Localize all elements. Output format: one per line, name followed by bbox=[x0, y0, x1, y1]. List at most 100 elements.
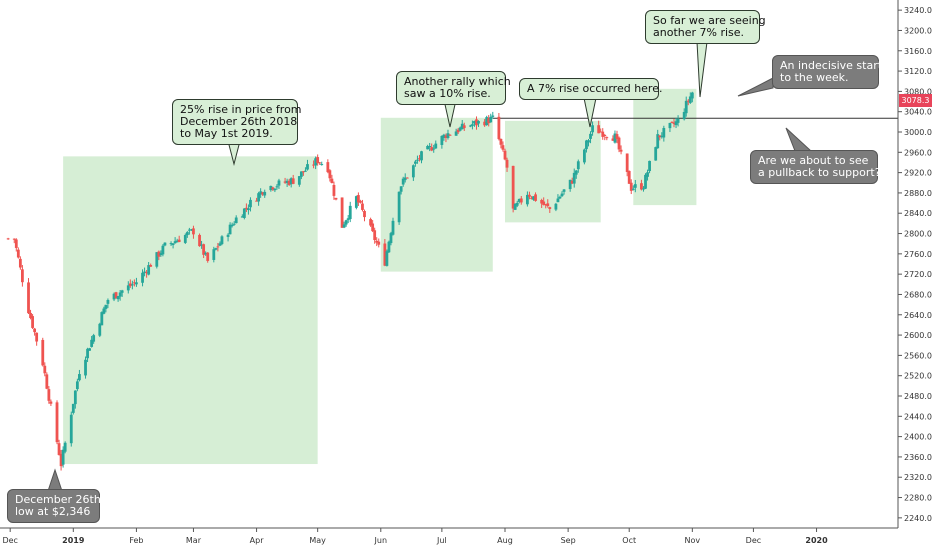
candle-body-34 bbox=[104, 304, 108, 309]
x-tick-label-3: Mar bbox=[186, 536, 202, 545]
candle-body-124 bbox=[361, 203, 364, 210]
candle-body-181 bbox=[525, 194, 529, 205]
candle-body-98 bbox=[287, 180, 291, 185]
candle-body-49 bbox=[147, 265, 151, 275]
candle-body-237 bbox=[684, 100, 688, 114]
candle-body-78 bbox=[230, 224, 234, 227]
candle-body-228 bbox=[658, 135, 662, 138]
candle-body-167 bbox=[485, 117, 489, 126]
candle-body-39 bbox=[118, 292, 122, 297]
candle-body-18 bbox=[59, 453, 63, 467]
candle-body-19 bbox=[61, 449, 65, 465]
y-tick-label-14: 2800.0 bbox=[904, 230, 932, 239]
candle-body-31 bbox=[98, 323, 102, 336]
candle-body-95 bbox=[277, 180, 281, 186]
candle-body-37 bbox=[114, 292, 118, 299]
candle-body-225 bbox=[648, 160, 651, 172]
candle-body-66 bbox=[198, 234, 201, 247]
candle-body-111 bbox=[326, 162, 330, 173]
candle-body-13 bbox=[45, 374, 49, 389]
candle-body-84 bbox=[247, 208, 250, 211]
candle-body-58 bbox=[173, 241, 177, 244]
y-tick-label-20: 3040.0 bbox=[904, 108, 932, 117]
candle-body-201 bbox=[583, 149, 586, 163]
candle-body-203 bbox=[587, 140, 590, 143]
candle-body-193 bbox=[558, 196, 562, 199]
candle-body-73 bbox=[216, 246, 220, 248]
candle-body-236 bbox=[682, 111, 686, 120]
candle-body-190 bbox=[548, 207, 552, 209]
candle-body-147 bbox=[428, 145, 432, 147]
candle-body-208 bbox=[601, 131, 605, 137]
candle-body-187 bbox=[542, 201, 546, 205]
candle-body-41 bbox=[126, 285, 130, 291]
candle-body-4 bbox=[18, 258, 22, 268]
candle-body-232 bbox=[670, 121, 674, 123]
candle-body-92 bbox=[271, 187, 275, 190]
candle-body-206 bbox=[597, 125, 601, 134]
candle-body-28 bbox=[88, 348, 91, 351]
x-tick-label-13: 2020 bbox=[805, 536, 828, 545]
candle-body-42 bbox=[128, 283, 132, 286]
candle-body-163 bbox=[473, 121, 476, 124]
candle-body-157 bbox=[456, 129, 460, 133]
candle-body-24 bbox=[75, 381, 79, 390]
x-tick-label-1: 2019 bbox=[62, 536, 85, 545]
candle-body-89 bbox=[261, 192, 265, 195]
rise-boxes bbox=[63, 88, 697, 465]
candle-body-166 bbox=[483, 121, 487, 126]
candle-body-47 bbox=[143, 271, 146, 273]
callout-pointers bbox=[47, 41, 813, 492]
candle-body-216 bbox=[625, 153, 629, 172]
candle-body-156 bbox=[454, 131, 458, 136]
candle-body-103 bbox=[302, 171, 305, 173]
candle-body-61 bbox=[183, 235, 187, 243]
candle-body-20 bbox=[63, 442, 67, 452]
candle-body-189 bbox=[546, 203, 550, 207]
callout-7-percent-rise: A 7% rise occurred here. bbox=[519, 78, 662, 100]
candle-body-101 bbox=[297, 176, 301, 185]
candle-body-214 bbox=[617, 137, 621, 150]
candle-body-144 bbox=[418, 158, 421, 160]
callout-10-percent-rally: Another rally which saw a 10% rise. bbox=[396, 71, 511, 105]
candle-body-182 bbox=[528, 194, 531, 197]
candle-body-40 bbox=[120, 290, 124, 293]
candle-body-109 bbox=[318, 162, 322, 164]
candle-body-220 bbox=[633, 184, 637, 188]
candle-body-114 bbox=[332, 184, 336, 196]
candle-body-226 bbox=[654, 147, 658, 161]
candle-body-107 bbox=[314, 158, 318, 166]
y-tick-label-3: 2360.0 bbox=[904, 453, 932, 462]
candle-body-72 bbox=[214, 248, 218, 250]
y-tick-label-12: 2720.0 bbox=[904, 270, 932, 279]
candle-body-130 bbox=[377, 241, 381, 245]
candle-body-205 bbox=[591, 125, 594, 133]
candle-body-132 bbox=[385, 251, 389, 266]
candle-body-117 bbox=[342, 224, 346, 228]
candle-body-99 bbox=[289, 178, 293, 185]
candle-body-180 bbox=[519, 198, 523, 203]
candle-body-52 bbox=[157, 251, 161, 257]
y-tick-label-2: 2320.0 bbox=[904, 473, 932, 482]
candle-body-25 bbox=[78, 374, 81, 381]
candle-body-21 bbox=[69, 414, 73, 444]
candle-body-36 bbox=[112, 293, 116, 300]
callout-pullback-question: Are we about to see a pullback to suppor… bbox=[750, 150, 881, 184]
candle-body-223 bbox=[644, 174, 647, 189]
candle-body-192 bbox=[556, 198, 560, 203]
candle-body-229 bbox=[660, 135, 664, 137]
x-tick-label-5: May bbox=[309, 536, 326, 545]
candle-body-69 bbox=[204, 252, 208, 255]
candle-body-50 bbox=[149, 264, 153, 267]
candle-body-136 bbox=[397, 191, 401, 223]
y-tick-label-9: 2600.0 bbox=[904, 331, 932, 340]
candle-body-159 bbox=[460, 123, 464, 130]
candle-body-171 bbox=[497, 116, 501, 140]
candle-body-139 bbox=[403, 177, 407, 181]
candle-body-115 bbox=[334, 197, 338, 200]
candle-body-88 bbox=[259, 191, 263, 195]
candle-body-155 bbox=[448, 134, 452, 136]
candle-body-102 bbox=[299, 171, 303, 177]
candle-body-184 bbox=[532, 196, 535, 200]
